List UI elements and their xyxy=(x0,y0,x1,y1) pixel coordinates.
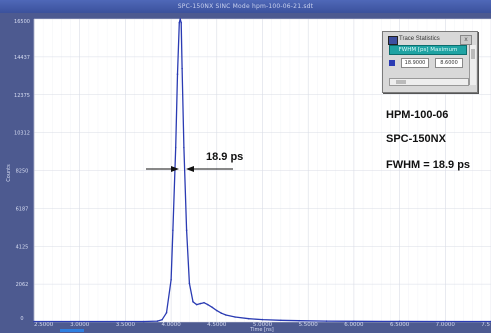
scroll-thumb[interactable] xyxy=(471,49,475,59)
right-arrowhead xyxy=(186,166,194,172)
x-tick-label: 2.5000 xyxy=(34,322,54,328)
statistics-column-header: FWHM [ps] Maximum xyxy=(389,45,467,55)
data-point xyxy=(353,320,355,323)
maximum-value-cell: 8.6000 xyxy=(435,58,463,68)
data-point xyxy=(188,282,191,285)
fwhm-marker: 18.9 ps xyxy=(146,151,243,172)
data-point xyxy=(185,229,188,231)
data-point xyxy=(225,314,227,316)
x-axis-ticks: 2.5000 3.0000 3.5000 4.0000 4.5000 5.0000 5.50… xyxy=(34,322,490,328)
y-tick-label: 8250 xyxy=(16,169,29,175)
x-tick-label: 6.5000 xyxy=(390,322,410,328)
data-point xyxy=(398,320,401,323)
bottom-scrollbar-thumb[interactable] xyxy=(60,329,84,332)
data-point xyxy=(183,146,185,149)
data-point xyxy=(195,303,198,306)
data-point xyxy=(220,312,223,315)
y-axis-label: Counts xyxy=(6,164,12,182)
data-point xyxy=(176,73,179,75)
left-arrowhead xyxy=(171,166,179,172)
data-point xyxy=(280,319,282,322)
data-point xyxy=(325,320,328,322)
module-label: SPC-150NX xyxy=(386,133,447,145)
x-tick-label: 5.5000 xyxy=(299,322,319,328)
x-tick-label: 6.0000 xyxy=(344,322,364,328)
data-point xyxy=(216,309,218,312)
y-tick-label: 14437 xyxy=(14,55,30,61)
fwhm-label: FWHM = 18.9 ps xyxy=(386,159,470,171)
data-point xyxy=(170,279,172,281)
trace-statistics-titlebar[interactable]: Trace Statistics x xyxy=(386,34,472,45)
data-point xyxy=(192,301,194,303)
window-icon xyxy=(388,36,398,45)
x-tick-label: 7.0000 xyxy=(436,322,456,328)
data-point xyxy=(206,303,209,306)
y-tick-label: 6187 xyxy=(16,206,29,212)
data-point xyxy=(298,319,300,322)
trace-color-swatch xyxy=(389,60,395,66)
info-annotations: HPM-100-06 SPC-150NX FWHM = 18.9 ps xyxy=(386,109,470,171)
data-point xyxy=(33,320,35,323)
horizontal-scrollbar[interactable] xyxy=(389,78,469,86)
x-axis-label: Time [ns] xyxy=(249,327,274,333)
y-tick-label: 12375 xyxy=(14,93,30,99)
y-tick-label: 2062 xyxy=(16,282,29,288)
detector-label: HPM-100-06 xyxy=(386,109,448,121)
data-point xyxy=(261,318,264,321)
y-tick-label: 0 xyxy=(20,316,23,322)
data-point xyxy=(444,320,447,323)
window-title: SPC-150NX SINC Mode hpm-100-06-21.sdt xyxy=(0,0,491,13)
data-point xyxy=(156,320,159,322)
statistics-row[interactable]: 18.9000 8.6000 xyxy=(389,58,469,68)
trace-statistics-title: Trace Statistics xyxy=(399,36,440,42)
x-tick-label: 3.5000 xyxy=(116,322,136,328)
x-tick-label: 4.5000 xyxy=(207,322,227,328)
vertical-scrollbar[interactable] xyxy=(469,45,476,85)
y-tick-label: 10312 xyxy=(14,131,30,137)
scroll-thumb[interactable] xyxy=(396,80,406,84)
x-tick-label: 5.0000 xyxy=(253,322,273,328)
data-point xyxy=(172,229,174,231)
data-point xyxy=(248,317,250,320)
data-point xyxy=(199,302,202,305)
close-button[interactable]: x xyxy=(460,35,472,45)
y-axis-ticks: 0 2062 4125 6187 8250 10312 12375 14437 16500 xyxy=(14,19,30,322)
data-point xyxy=(178,21,181,24)
data-point xyxy=(179,18,181,20)
x-tick-label: 3.0000 xyxy=(70,322,90,328)
fwhm-marker-label: 18.9 ps xyxy=(206,151,243,163)
data-point xyxy=(165,312,168,314)
grid xyxy=(33,18,491,323)
y-tick-label: 16500 xyxy=(14,19,30,25)
data-point xyxy=(174,146,177,149)
y-tick-label: 4125 xyxy=(16,244,29,250)
data-point xyxy=(180,21,182,24)
data-point xyxy=(181,67,183,70)
data-point xyxy=(142,320,145,323)
data-point xyxy=(211,306,213,309)
data-point xyxy=(161,319,163,321)
data-point xyxy=(234,316,236,318)
x-tick-label: 7.5 xyxy=(481,322,490,328)
x-tick-label: 4.0000 xyxy=(161,322,181,328)
trace-statistics-panel: Trace Statistics x FWHM [ps] Maximum 18.… xyxy=(382,31,478,93)
fwhm-value-cell: 18.9000 xyxy=(401,58,429,68)
data-point xyxy=(203,301,205,304)
decay-curve xyxy=(33,18,491,323)
